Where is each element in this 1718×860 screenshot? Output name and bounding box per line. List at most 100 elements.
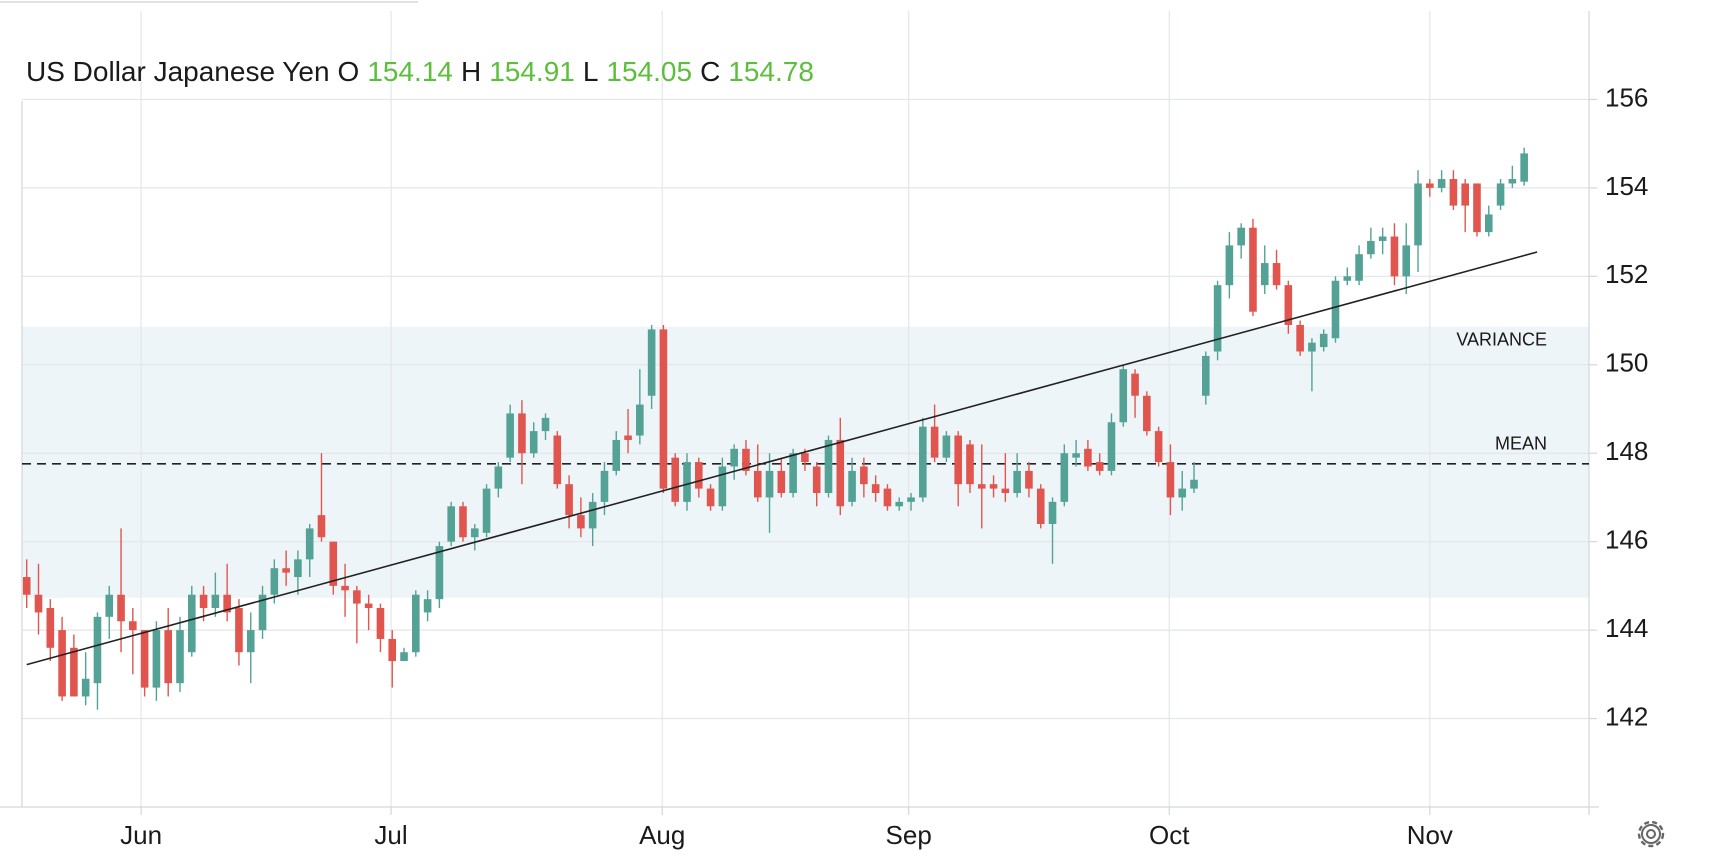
- candle-body: [1484, 214, 1493, 233]
- candle-body: [1367, 240, 1375, 255]
- x-tick-label: Sep: [886, 820, 932, 850]
- candle-body: [954, 435, 962, 485]
- candle-body: [329, 541, 338, 586]
- candle-body: [683, 462, 691, 502]
- candle-body: [1213, 285, 1222, 352]
- candle-body: [435, 546, 444, 600]
- candle-body: [1426, 183, 1434, 188]
- candle-body: [1036, 488, 1045, 524]
- candle-body: [812, 466, 821, 494]
- candle-body: [883, 488, 892, 507]
- candle-body: [848, 470, 856, 502]
- candle-body: [1319, 333, 1328, 348]
- ohlc-label: C: [700, 56, 720, 87]
- y-tick-label: 150: [1605, 348, 1648, 378]
- y-tick-label: 152: [1605, 259, 1648, 289]
- candle-body: [317, 515, 326, 538]
- mean-label: MEAN: [1495, 434, 1547, 454]
- candle-body: [612, 439, 621, 471]
- candle-body: [1496, 183, 1505, 206]
- candle-body: [930, 426, 939, 458]
- candle-body: [518, 413, 526, 454]
- candle-body: [753, 470, 762, 498]
- candle-body: [706, 488, 715, 507]
- candle-body: [1201, 355, 1210, 396]
- candle-body: [105, 594, 114, 617]
- candle-body: [1308, 342, 1316, 352]
- ohlc-value: 154.91: [489, 56, 575, 87]
- trend-line: [26, 251, 1538, 666]
- candle-body: [305, 528, 314, 560]
- candle-body: [70, 647, 78, 697]
- candle-body: [1072, 453, 1080, 458]
- candle-body: [1225, 245, 1234, 286]
- candle-body: [801, 453, 809, 463]
- x-tick-label: Nov: [1407, 820, 1453, 850]
- y-tick-label: 144: [1605, 613, 1648, 643]
- candle-body: [341, 585, 349, 591]
- candle-body: [907, 497, 915, 502]
- candle-body: [1449, 179, 1458, 206]
- candle-body: [1414, 183, 1422, 246]
- candle-body: [447, 506, 455, 542]
- candle-body: [1095, 462, 1104, 471]
- candle-body: [1284, 285, 1293, 325]
- candle-body: [1520, 153, 1528, 182]
- ohlc-label: O: [338, 56, 360, 87]
- candle-body: [1178, 488, 1187, 498]
- y-tick-label: 142: [1605, 701, 1648, 731]
- candle-body: [1473, 183, 1481, 233]
- candle-body: [34, 594, 43, 613]
- candle-body: [1249, 227, 1257, 312]
- candle-body: [258, 594, 267, 631]
- candle-body: [1343, 276, 1352, 281]
- candle-body: [1143, 395, 1151, 432]
- candle-body: [647, 329, 656, 396]
- candle-body: [1272, 263, 1281, 286]
- candle-body: [1013, 470, 1021, 494]
- candle-body: [140, 630, 149, 688]
- candle-body: [364, 603, 373, 608]
- candle-body: [1001, 488, 1010, 494]
- candle-body: [58, 630, 66, 697]
- candle-body: [777, 470, 786, 494]
- candle-body: [1048, 501, 1057, 524]
- candle-body: [93, 616, 102, 684]
- candle-body: [412, 594, 420, 653]
- candle-body: [871, 484, 880, 494]
- candle-body: [1437, 179, 1446, 188]
- candle-body: [1390, 236, 1399, 277]
- candle-body: [1025, 470, 1033, 489]
- candle-body: [1402, 245, 1411, 277]
- chart-header: US Dollar Japanese Yen O 154.14 H 154.91 L 154…: [26, 56, 814, 87]
- candle-body: [624, 435, 632, 440]
- candle-body: [1355, 254, 1363, 281]
- candle-body: [742, 448, 750, 471]
- candle-body: [1378, 236, 1387, 241]
- settings-icon[interactable]: [1637, 820, 1665, 848]
- candle-body: [977, 484, 986, 489]
- candle-body: [459, 506, 467, 538]
- candle-body: [470, 528, 479, 538]
- candle-body: [246, 630, 255, 653]
- candle-body: [152, 630, 161, 688]
- candle-body: [117, 594, 125, 622]
- candle-body: [187, 594, 196, 653]
- x-tick-label: Aug: [639, 820, 685, 850]
- candle-body: [1119, 369, 1128, 423]
- x-tick-label: Oct: [1149, 820, 1190, 850]
- candle-body: [129, 621, 137, 631]
- candle-body: [836, 439, 845, 507]
- candle-body: [1154, 431, 1163, 463]
- candle-body: [1331, 280, 1340, 339]
- y-tick-label: 146: [1605, 525, 1648, 555]
- candle-body: [541, 417, 550, 432]
- candle-body: [494, 466, 503, 489]
- candle-body: [765, 470, 774, 498]
- candle-body: [1166, 462, 1175, 498]
- candle-body: [942, 435, 951, 458]
- candle-body: [966, 444, 974, 485]
- candle-body: [730, 448, 738, 467]
- candle-body: [1190, 479, 1198, 489]
